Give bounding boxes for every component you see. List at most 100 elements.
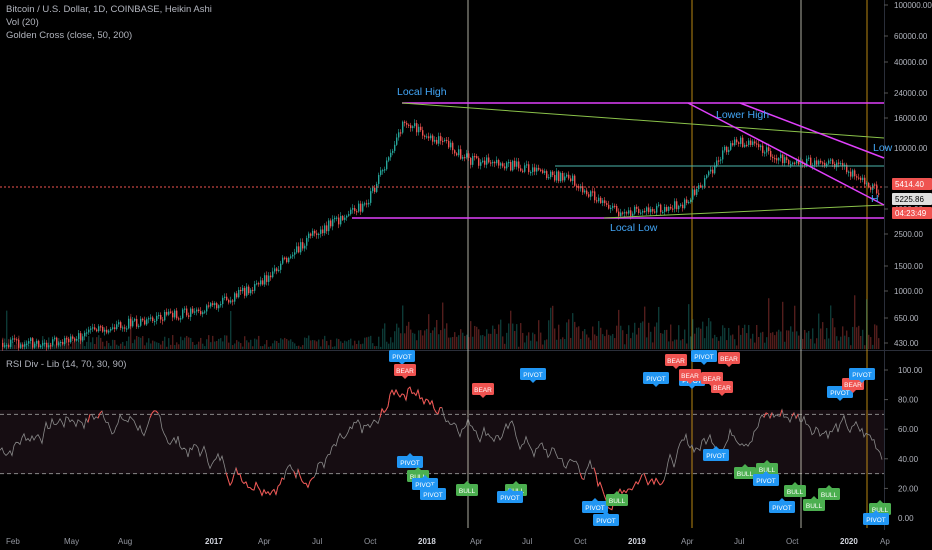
- candle-body: [176, 310, 178, 319]
- volume-bar: [420, 330, 422, 349]
- volume-bar: [630, 338, 632, 349]
- candle-body: [134, 318, 136, 321]
- candle-body: [144, 320, 146, 325]
- candle-body: [208, 305, 210, 307]
- signal-bear-label: BEAR: [842, 378, 864, 393]
- signal-bull-bg: [818, 488, 840, 500]
- candle-body: [728, 149, 730, 153]
- volume-bar: [246, 340, 248, 349]
- volume-bar: [820, 328, 822, 349]
- candle-body: [244, 287, 246, 296]
- volume-bar: [576, 327, 578, 349]
- candle-body: [634, 206, 636, 214]
- volume-bar: [112, 339, 114, 349]
- volume-bar: [400, 333, 402, 349]
- candle-body: [478, 158, 480, 166]
- candle-body: [686, 199, 688, 203]
- candle-body: [406, 122, 408, 125]
- volume-bar: [148, 338, 150, 349]
- signal-pivot-label: PIVOT: [643, 372, 669, 387]
- signal-bear-label: BEAR: [665, 354, 687, 369]
- signal-bear-text: BEAR: [713, 385, 731, 392]
- candle-body: [424, 135, 426, 137]
- volume-bar: [56, 339, 58, 349]
- volume-bar: [610, 335, 612, 349]
- volume-bar: [608, 334, 610, 349]
- candle-body: [358, 203, 360, 212]
- volume-bar: [816, 338, 818, 349]
- volume-bar: [580, 338, 582, 349]
- candle-body: [100, 326, 102, 328]
- rsi-oversold-segment: [647, 481, 651, 486]
- volume-bar: [866, 299, 868, 349]
- signal-pointer: [592, 498, 598, 501]
- candle-body: [472, 156, 474, 165]
- candle-body: [636, 206, 638, 209]
- rsi-oversold-segment: [305, 483, 309, 488]
- candle-body: [542, 170, 544, 173]
- volume-bar: [240, 343, 242, 349]
- candle-body: [560, 173, 562, 182]
- candle-body: [80, 333, 82, 341]
- candle-body: [246, 286, 248, 296]
- volume-bar: [70, 346, 72, 349]
- candle-body: [656, 205, 658, 213]
- volume-bar: [590, 340, 592, 349]
- volume-bar: [54, 344, 56, 349]
- volume-bar: [792, 331, 794, 349]
- candle-body: [562, 173, 564, 181]
- signal-pivot-label: PIVOT: [863, 510, 889, 525]
- volume-bar: [252, 346, 254, 349]
- candle-body: [638, 208, 640, 213]
- candle-body: [544, 171, 546, 173]
- volume-bar: [674, 339, 676, 349]
- candle-body: [850, 171, 852, 177]
- volume-bar: [236, 340, 238, 349]
- candle-body: [648, 207, 650, 213]
- rsi-oversold-segment: [255, 481, 259, 488]
- volume-bar: [96, 337, 98, 349]
- candle-body: [876, 184, 878, 194]
- volume-bar: [174, 345, 176, 349]
- rsi-oversold-segment: [275, 486, 279, 495]
- signal-pointer: [742, 464, 748, 467]
- volume-bar: [560, 339, 562, 349]
- volume-bar: [422, 335, 424, 349]
- rsi-oversold-segment: [279, 477, 283, 485]
- volume-bar: [398, 327, 400, 349]
- signal-bear-label: BEAR: [679, 369, 701, 384]
- signal-bear-text: BEAR: [720, 356, 738, 363]
- volume-bar: [168, 338, 170, 349]
- candle-body: [622, 212, 624, 214]
- candle-body: [784, 157, 786, 164]
- candle-body: [96, 329, 98, 332]
- candle-body: [302, 242, 304, 249]
- signal-pointer: [402, 376, 408, 379]
- candle-body: [10, 339, 12, 347]
- candle-body: [78, 333, 80, 339]
- time-axis-label: 2019: [628, 537, 646, 546]
- signal-pivot-text: PIVOT: [756, 478, 776, 485]
- volume-bar: [286, 339, 288, 349]
- signal-pivot-text: PIVOT: [523, 372, 543, 379]
- volume-bar: [678, 325, 680, 349]
- rsi-oversold-segment: [659, 483, 663, 486]
- volume-bar: [326, 340, 328, 349]
- candle-body: [454, 150, 456, 154]
- candle-body: [360, 203, 362, 212]
- candle-body: [754, 141, 756, 144]
- volume-bar: [502, 336, 504, 349]
- signal-bull-bg: [756, 463, 778, 475]
- volume-bar: [6, 310, 8, 349]
- volume-bar: [462, 332, 464, 349]
- volume-bar: [754, 342, 756, 349]
- volume-bar: [186, 335, 188, 349]
- volume-bar: [548, 320, 550, 349]
- candle-body: [214, 303, 216, 306]
- rsi-overbought-segment: [411, 392, 415, 394]
- volume-bar: [706, 326, 708, 349]
- candle-body: [28, 341, 30, 344]
- rsi-oversold-segment: [227, 478, 231, 486]
- volume-bar: [374, 346, 376, 349]
